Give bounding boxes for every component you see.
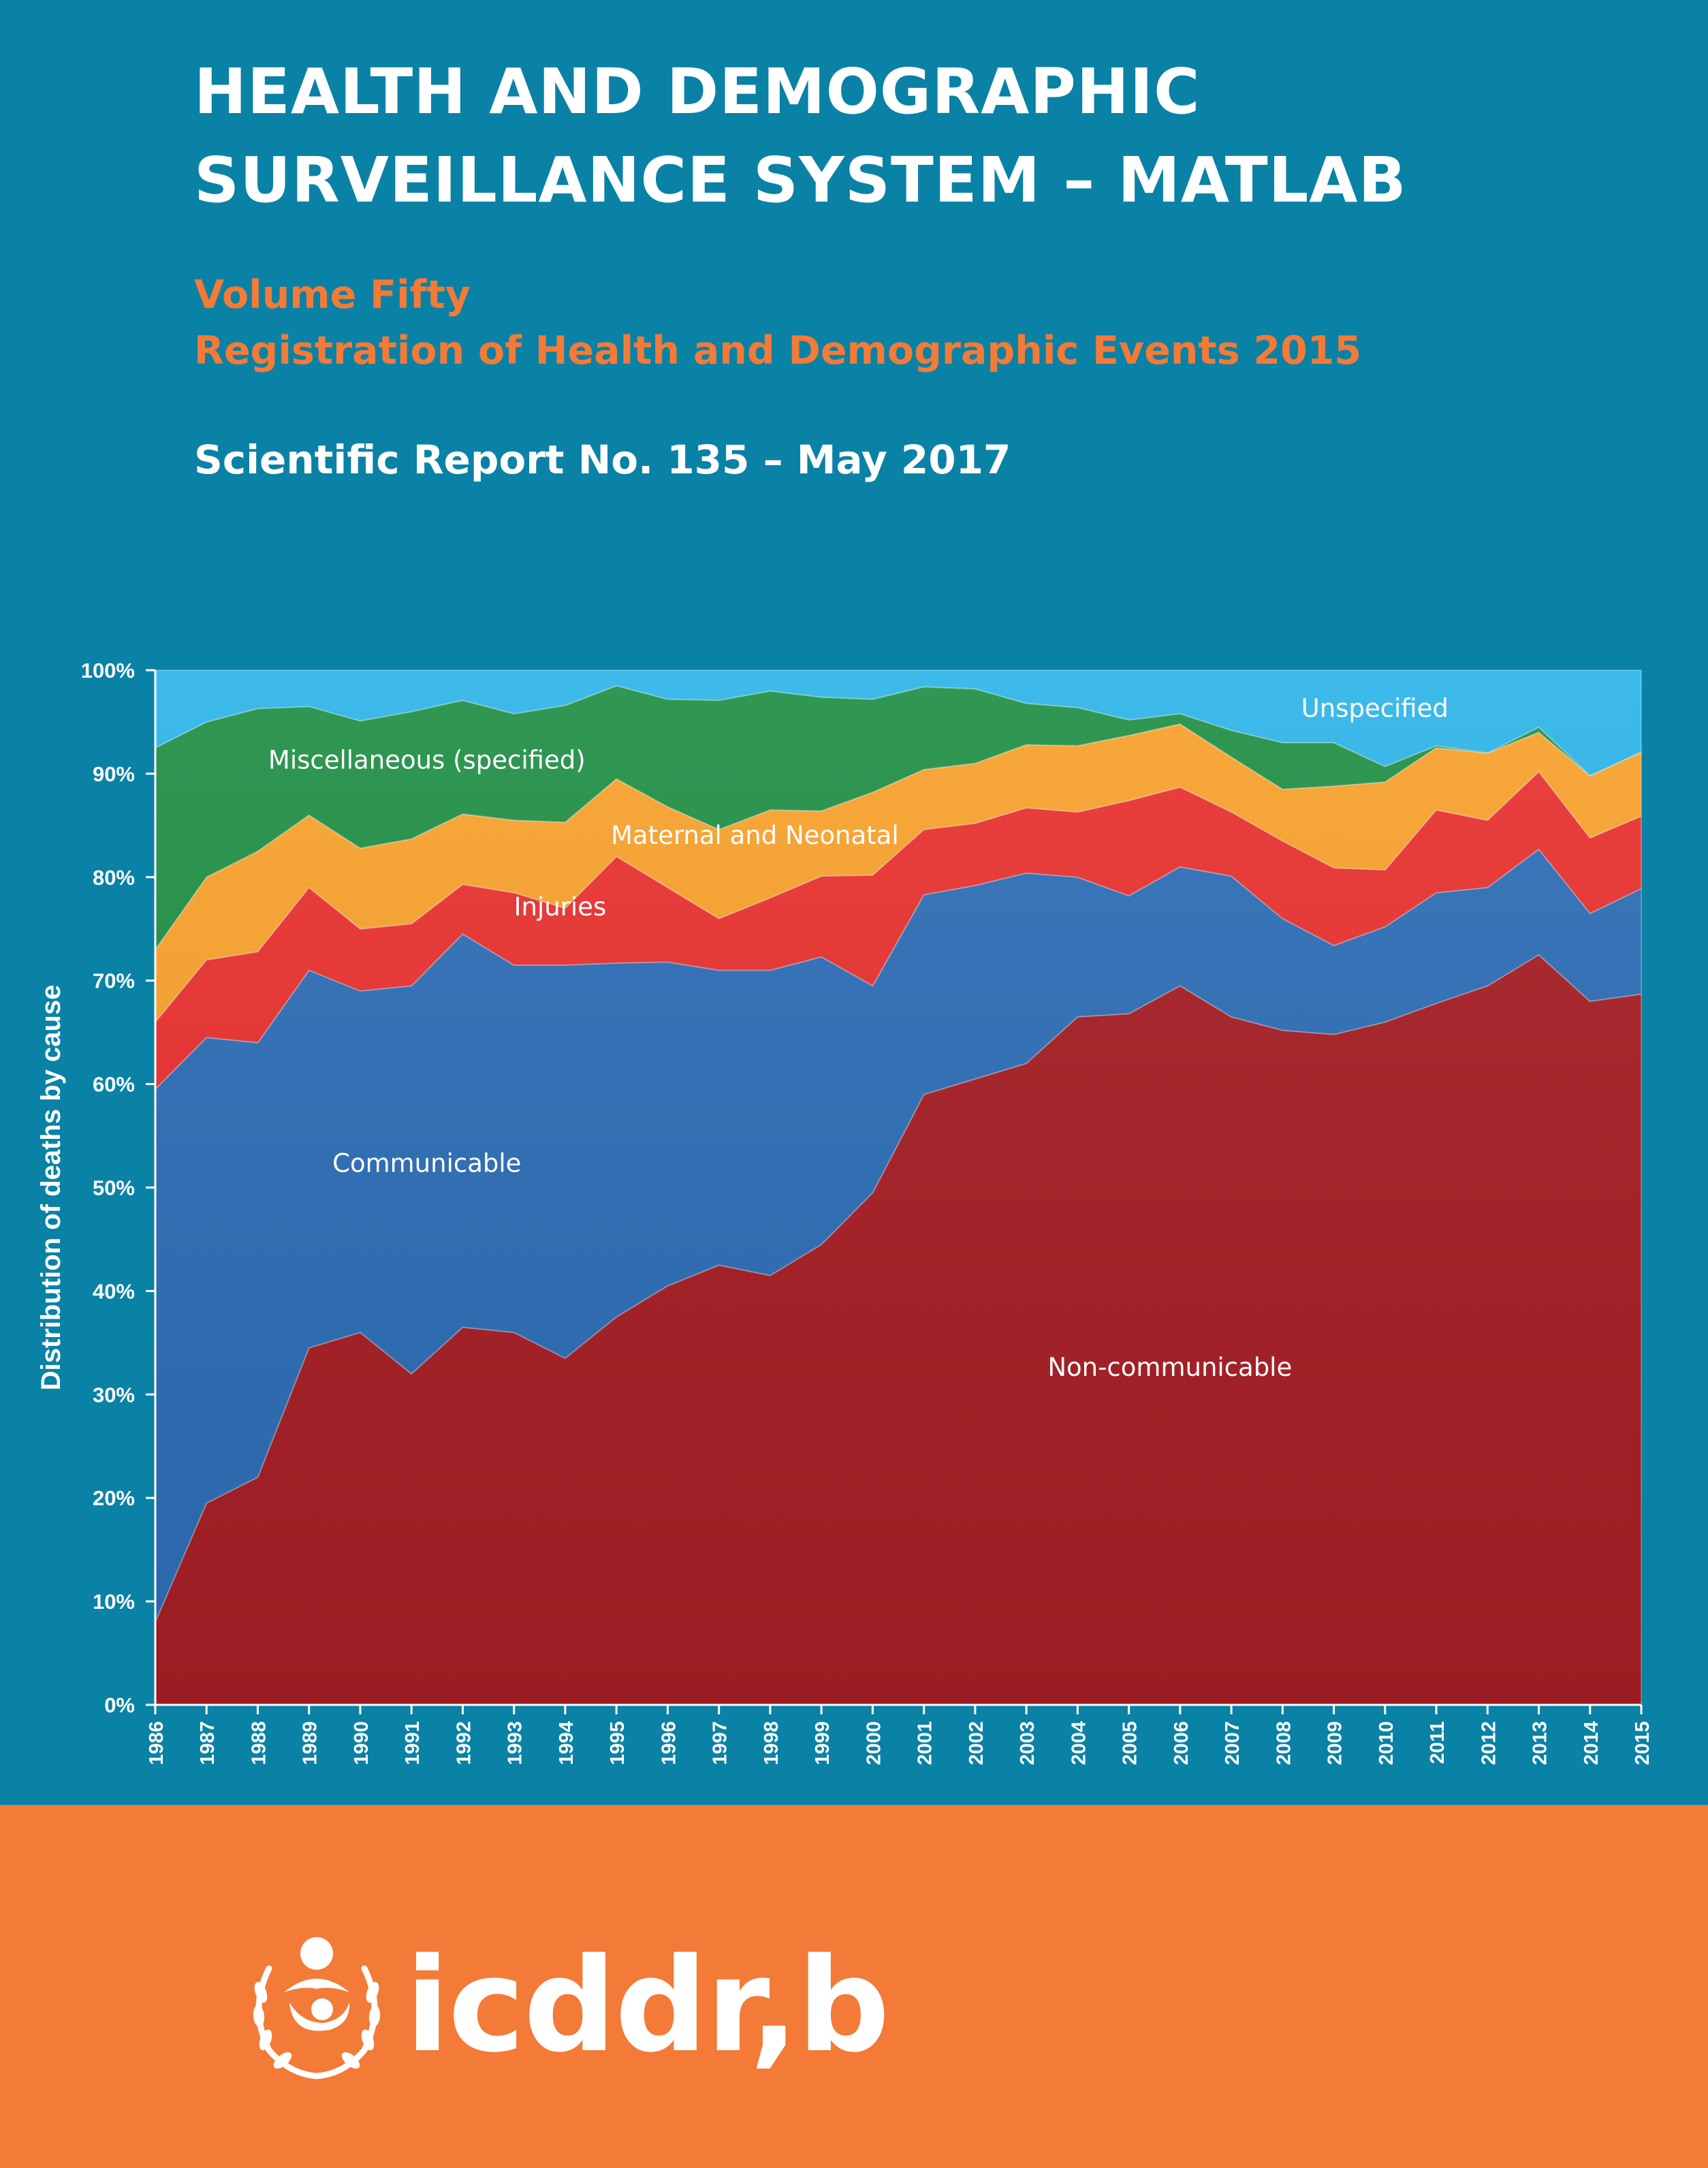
x-tick-label: 1992 [453,1721,475,1765]
series-annotation: Communicable [332,1149,521,1178]
x-tick-label: 1998 [761,1721,782,1765]
x-tick-label: 1988 [248,1721,270,1765]
x-tick-label: 2004 [1068,1721,1090,1765]
y-tick-label: 0% [104,1693,135,1717]
stacked-area-chart: 0% 10% 20% 30% 40% 50% 60% 70% 80% 90% 100% 1986 198… [36,659,1654,1765]
title-line-2: SURVEILLANCE SYSTEM – MATLAB [194,144,1407,217]
series-annotation: Maternal and Neonatal [611,821,899,850]
icddrb-logo: icddr,b [242,1928,890,2084]
y-tick-label: 40% [93,1279,135,1303]
y-tick-label: 80% [93,866,135,890]
x-tick-label: 1987 [197,1721,219,1765]
x-tick-label: 2008 [1273,1721,1295,1765]
footer-band: icddr,b [0,1805,1708,2168]
y-tick-label: 90% [93,762,135,786]
x-tick-label: 2002 [966,1721,987,1765]
x-tick-label: 2006 [1171,1721,1192,1765]
x-tick-label: 2000 [863,1721,885,1765]
x-tick-label: 1991 [402,1721,424,1765]
x-tick-label: 1994 [556,1721,578,1765]
x-tick-label: 2010 [1376,1721,1397,1765]
logo-wordmark: icddr,b [405,1930,890,2081]
x-tick-label: 2012 [1478,1721,1500,1765]
plot-shading [155,670,1641,1705]
y-tick-label: 70% [93,969,135,993]
x-tick-label: 2014 [1581,1721,1602,1765]
x-tick-label: 2001 [915,1721,936,1765]
y-tick-label: 100% [81,659,135,682]
x-tick-label: 1996 [658,1721,680,1765]
x-tick-label: 1993 [505,1721,526,1765]
x-tick-label: 2009 [1325,1721,1346,1765]
series-annotation: Miscellaneous (specified) [268,745,586,774]
x-tick-label: 2007 [1222,1721,1244,1765]
x-tick-label: 1990 [351,1721,373,1765]
y-tick-label: 20% [93,1486,135,1510]
report-label: Scientific Report No. 135 – May 2017 [194,437,1011,483]
y-axis-title: Distribution of deaths by cause [36,985,66,1391]
header: HEALTH AND DEMOGRAPHIC SURVEILLANCE SYST… [194,48,1556,483]
volume-label: Volume Fifty [194,272,471,317]
y-tick-label: 10% [93,1590,135,1614]
x-tick-label: 2003 [1017,1721,1039,1765]
series-annotation: Non-communicable [1047,1353,1292,1382]
x-tick-label: 1999 [812,1721,834,1765]
x-tick-label: 1995 [607,1721,629,1765]
x-tick-label: 2015 [1632,1721,1654,1765]
x-tick-label: 1997 [710,1721,731,1765]
title-line-1: HEALTH AND DEMOGRAPHIC [194,55,1201,128]
series-annotation: Unspecified [1301,693,1449,723]
x-tick-label: 2013 [1530,1721,1551,1765]
y-tick-label: 50% [93,1176,135,1200]
x-tick-label: 1989 [300,1721,321,1765]
x-tick-label: 2011 [1427,1721,1449,1764]
x-tick-label: 1986 [146,1721,168,1765]
registration-label: Registration of Health and Demographic E… [194,328,1361,373]
series-annotation: Injuries [514,892,607,922]
y-tick-label: 30% [93,1383,135,1407]
x-tick-label: 2005 [1120,1721,1141,1765]
y-tick-label: 60% [93,1073,135,1097]
icddrb-emblem-icon [253,1937,381,2079]
